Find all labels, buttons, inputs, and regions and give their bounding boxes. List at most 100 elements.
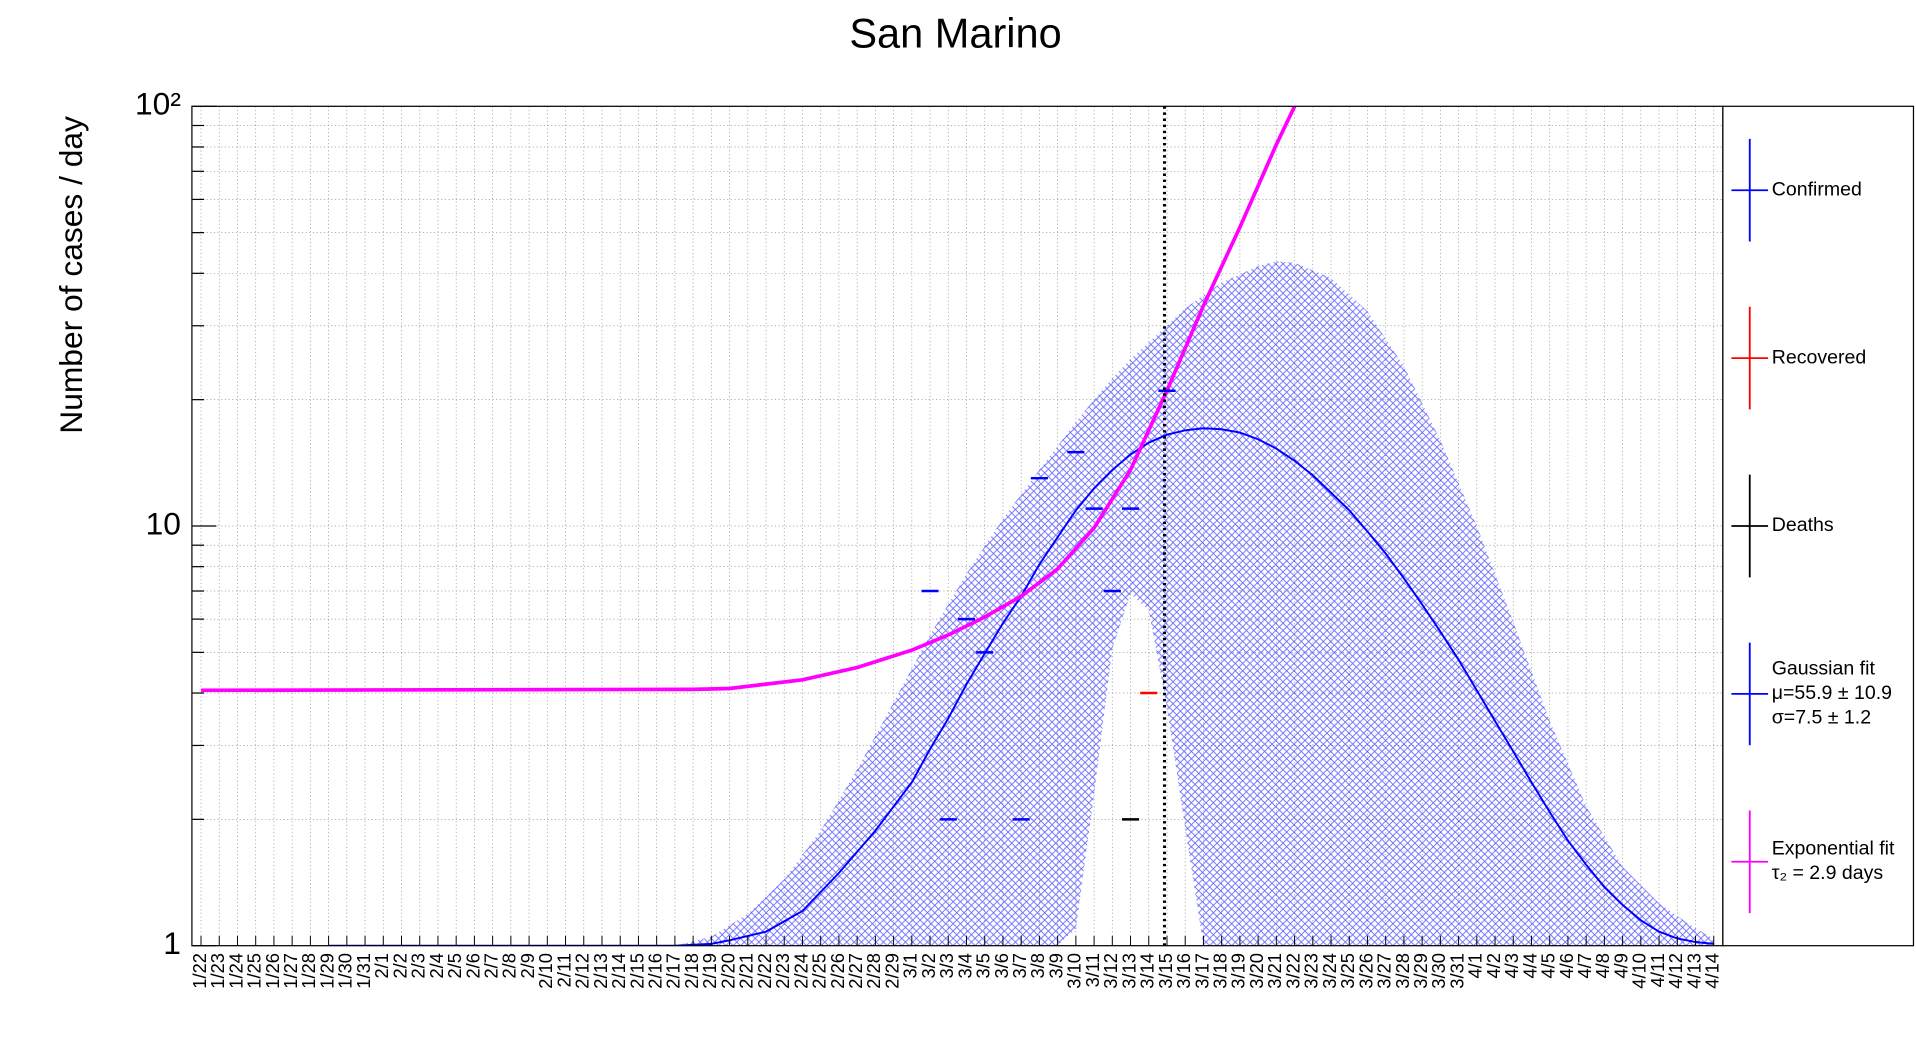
x-tick-label: 2/3 <box>408 953 429 978</box>
x-tick-label: 4/9 <box>1610 953 1631 978</box>
x-tick-label: 4/12 <box>1665 953 1686 989</box>
legend-note: τ₂ = 2.9 days <box>1772 862 1884 884</box>
x-tick-label: 2/27 <box>845 953 866 989</box>
x-tick-label: 3/31 <box>1446 953 1467 989</box>
x-tick-label: 2/5 <box>444 953 465 978</box>
x-tick-label: 3/15 <box>1155 953 1176 989</box>
x-tick-label: 4/10 <box>1629 953 1650 989</box>
x-tick-label: 2/19 <box>699 953 720 989</box>
x-tick-label: 2/13 <box>590 953 611 989</box>
x-tick-label: 2/22 <box>754 953 775 989</box>
x-tick-label: 4/8 <box>1592 953 1613 978</box>
x-tick-label: 3/5 <box>973 953 994 978</box>
x-tick-label: 2/29 <box>881 953 902 989</box>
x-tick-label: 3/25 <box>1337 953 1358 989</box>
legend-label: Exponential fit <box>1772 838 1895 860</box>
x-tick-label: 3/3 <box>936 953 957 978</box>
y-tick-label: 10 <box>146 505 181 541</box>
x-tick-label: 4/13 <box>1683 953 1704 989</box>
x-tick-label: 1/26 <box>262 953 283 989</box>
chart-title: San Marino <box>849 10 1061 57</box>
x-tick-label: 4/2 <box>1483 953 1504 978</box>
x-tick-label: 2/15 <box>626 953 647 989</box>
x-tick-label: 3/8 <box>1027 953 1048 978</box>
x-tick-label: 3/22 <box>1282 953 1303 989</box>
x-tick-label: 3/9 <box>1045 953 1066 978</box>
x-tick-label: 3/13 <box>1118 953 1139 989</box>
x-tick-label: 3/7 <box>1009 953 1030 978</box>
x-tick-label: 2/7 <box>480 953 501 978</box>
x-tick-label: 3/16 <box>1173 953 1194 989</box>
x-tick-label: 1/24 <box>225 953 246 989</box>
x-tick-label: 4/3 <box>1501 953 1522 978</box>
legend-note: σ=7.5 ± 1.2 <box>1772 706 1871 728</box>
x-tick-label: 3/1 <box>900 953 921 978</box>
x-tick-label: 1/23 <box>207 953 228 989</box>
x-tick-label: 4/6 <box>1556 953 1577 978</box>
x-tick-label: 1/29 <box>316 953 337 989</box>
x-tick-label: 4/5 <box>1538 953 1559 978</box>
x-tick-label: 3/12 <box>1100 953 1121 989</box>
legend-label: Recovered <box>1772 346 1866 368</box>
x-tick-label: 2/12 <box>572 953 593 989</box>
axes: 1/221/231/241/251/261/271/281/291/301/31… <box>135 86 1723 989</box>
fit-curve <box>201 106 1297 693</box>
x-tick-label: 2/21 <box>736 953 757 989</box>
y-axis-label: Number of cases / day <box>53 116 89 434</box>
x-tick-label: 2/20 <box>717 953 738 989</box>
x-tick-label: 3/20 <box>1246 953 1267 989</box>
legend-label: Confirmed <box>1772 178 1862 200</box>
x-tick-label: 2/11 <box>553 953 574 987</box>
x-tick-label: 2/9 <box>517 953 538 978</box>
x-tick-label: 1/30 <box>335 953 356 989</box>
x-tick-label: 1/31 <box>353 953 374 989</box>
x-tick-label: 2/16 <box>645 953 666 989</box>
fit-curve <box>328 427 1714 946</box>
x-tick-label: 2/4 <box>426 953 447 978</box>
x-tick-label: 1/25 <box>244 953 265 989</box>
x-tick-label: 3/6 <box>991 953 1012 978</box>
x-tick-label: 2/14 <box>608 953 629 989</box>
legend-label: Deaths <box>1772 514 1834 536</box>
x-tick-label: 2/25 <box>809 953 830 989</box>
x-tick-label: 3/27 <box>1374 953 1395 989</box>
x-tick-label: 4/11 <box>1647 953 1668 987</box>
x-tick-label: 2/26 <box>827 953 848 989</box>
x-tick-label: 3/21 <box>1264 953 1285 989</box>
legend-note: μ=55.9 ± 10.9 <box>1772 682 1892 704</box>
x-tick-label: 3/11 <box>1082 953 1103 987</box>
x-tick-label: 3/30 <box>1428 953 1449 989</box>
x-tick-label: 3/2 <box>918 953 939 978</box>
x-tick-label: 3/28 <box>1392 953 1413 989</box>
x-tick-label: 4/4 <box>1519 953 1540 978</box>
x-tick-label: 2/1 <box>371 953 392 978</box>
x-tick-label: 4/14 <box>1702 953 1723 989</box>
confidence-band <box>674 261 1714 946</box>
x-tick-label: 3/4 <box>954 953 975 978</box>
x-tick-label: 3/26 <box>1355 953 1376 989</box>
x-tick-label: 2/18 <box>681 953 702 989</box>
x-tick-label: 3/29 <box>1410 953 1431 989</box>
y-tick-label: 10² <box>135 86 181 122</box>
x-tick-label: 2/8 <box>499 953 520 978</box>
x-tick-label: 1/22 <box>189 953 210 989</box>
grid <box>191 105 1723 947</box>
x-tick-label: 3/17 <box>1191 953 1212 989</box>
y-tick-label: 1 <box>163 925 181 961</box>
x-tick-label: 4/1 <box>1465 953 1486 978</box>
x-tick-label: 1/28 <box>298 953 319 989</box>
x-tick-label: 3/23 <box>1301 953 1322 989</box>
x-tick-label: 3/24 <box>1319 953 1340 989</box>
x-tick-label: 2/17 <box>663 953 684 989</box>
x-tick-label: 2/24 <box>790 953 811 989</box>
x-tick-label: 1/27 <box>280 953 301 989</box>
x-tick-label: 2/28 <box>863 953 884 989</box>
x-tick-label: 3/18 <box>1210 953 1231 989</box>
x-tick-label: 2/6 <box>462 953 483 978</box>
x-tick-label: 3/10 <box>1064 953 1085 989</box>
x-tick-label: 2/23 <box>772 953 793 989</box>
plot-area <box>201 106 1714 946</box>
legend-entries: Confirmed Recovered Deaths Gaussian fitμ=55… <box>1731 138 1895 914</box>
